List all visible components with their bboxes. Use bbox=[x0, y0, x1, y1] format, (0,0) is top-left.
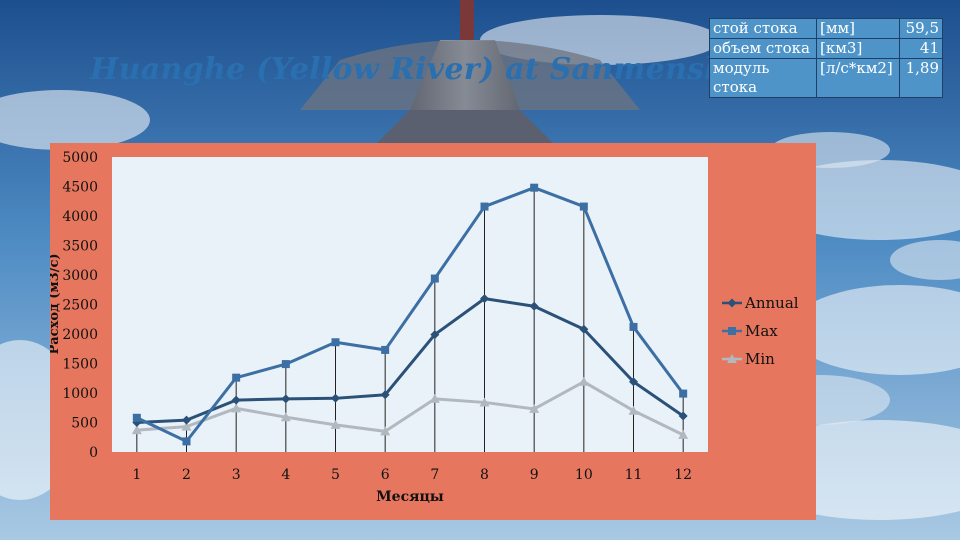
table-row: модуль стока [л/с*км2] 1,89 bbox=[709, 58, 943, 98]
data-point-min bbox=[280, 412, 291, 422]
x-tick-label: 11 bbox=[625, 467, 643, 483]
series-annual bbox=[132, 294, 688, 427]
table-cell: [мм] bbox=[816, 18, 900, 39]
data-point-min bbox=[231, 403, 242, 413]
y-tick-label: 3500 bbox=[62, 239, 98, 255]
y-tick-label: 0 bbox=[89, 445, 98, 461]
data-point-min bbox=[678, 429, 689, 439]
table-row: объем стока [км3] 41 bbox=[709, 38, 943, 59]
data-point-annual bbox=[629, 377, 638, 387]
data-point-annual bbox=[480, 294, 489, 304]
table-cell: стой стока bbox=[709, 18, 817, 39]
data-point-min bbox=[628, 405, 639, 415]
data-point-min bbox=[578, 376, 589, 386]
data-point-max bbox=[430, 274, 439, 283]
data-point-min bbox=[479, 397, 490, 407]
data-point-annual bbox=[281, 394, 291, 404]
table-cell: 1,89 bbox=[899, 58, 943, 98]
x-tick-label: 8 bbox=[480, 467, 489, 483]
data-point-max bbox=[182, 437, 191, 446]
data-point-annual bbox=[182, 415, 191, 425]
series-line-max bbox=[136, 186, 685, 443]
table-cell: [л/с*км2] bbox=[816, 58, 900, 98]
flow-stats-table: стой стока [мм] 59,5 объем стока [км3] 4… bbox=[709, 18, 943, 98]
data-point-min bbox=[181, 421, 192, 431]
y-tick-label: 3000 bbox=[62, 268, 98, 284]
table-cell: 41 bbox=[899, 38, 943, 59]
x-tick-label: 5 bbox=[331, 467, 340, 483]
legend-label: Max bbox=[745, 322, 778, 340]
data-point-min bbox=[131, 425, 142, 435]
x-tick-label: 10 bbox=[575, 467, 593, 483]
plot-area bbox=[112, 157, 708, 452]
legend-marker bbox=[727, 354, 737, 363]
data-point-max bbox=[579, 202, 588, 211]
data-point-max bbox=[381, 345, 390, 354]
legend-marker bbox=[728, 327, 736, 335]
x-tick-label: 9 bbox=[530, 467, 539, 483]
x-tick-label: 7 bbox=[430, 467, 439, 483]
table-cell: [км3] bbox=[816, 38, 900, 59]
series-min bbox=[131, 376, 689, 439]
series-line-min bbox=[136, 380, 684, 437]
data-point-max bbox=[232, 373, 241, 382]
data-point-max bbox=[480, 202, 489, 211]
discharge-line-chart: 0 500 1000 1500 2000 2500 3000 3500 4000 4500 5000… bbox=[50, 143, 816, 520]
y-tick-label: 500 bbox=[71, 416, 98, 432]
x-tick-label: 3 bbox=[232, 467, 241, 483]
y-axis-ticks: 0 500 1000 1500 2000 2500 3000 3500 4000 4500 5000 bbox=[62, 150, 98, 461]
y-tick-label: 1000 bbox=[62, 386, 98, 402]
data-point-max bbox=[530, 183, 539, 192]
x-tick-label: 4 bbox=[281, 467, 290, 483]
data-point-max bbox=[132, 413, 141, 422]
legend-label: Annual bbox=[744, 294, 799, 312]
x-tick-label: 1 bbox=[132, 467, 141, 483]
y-tick-label: 2500 bbox=[62, 298, 98, 314]
series-layer bbox=[131, 183, 689, 446]
data-point-min bbox=[429, 393, 440, 403]
data-point-annual bbox=[529, 301, 539, 311]
data-point-annual bbox=[678, 411, 688, 421]
table-cell: объем стока bbox=[709, 38, 817, 59]
data-point-max bbox=[331, 338, 340, 347]
x-axis-label: Месяцы bbox=[376, 489, 444, 505]
data-point-annual bbox=[331, 393, 340, 403]
legend-marker bbox=[727, 298, 737, 308]
data-point-max bbox=[281, 360, 290, 369]
y-tick-label: 4000 bbox=[62, 209, 98, 225]
legend-label: Min bbox=[745, 350, 775, 368]
table-row: стой стока [мм] 59,5 bbox=[709, 18, 943, 39]
data-point-annual bbox=[430, 330, 440, 340]
legend: Annual Max Min bbox=[722, 294, 799, 368]
series-max bbox=[132, 183, 688, 446]
slide-title: Huanghe (Yellow River) at Sanmensha bbox=[90, 52, 747, 87]
data-point-min bbox=[380, 426, 391, 436]
data-point-min bbox=[529, 403, 540, 413]
data-point-min bbox=[330, 419, 341, 429]
y-axis-label: Расход (м3/с) bbox=[50, 253, 62, 354]
table-cell: 59,5 bbox=[899, 18, 943, 39]
y-tick-label: 5000 bbox=[62, 150, 98, 166]
x-axis-ticks: 1 2 3 4 5 6 7 8 9 10 11 12 bbox=[132, 467, 692, 483]
y-tick-label: 2000 bbox=[62, 327, 98, 343]
x-tick-label: 6 bbox=[381, 467, 390, 483]
data-point-max bbox=[629, 322, 638, 331]
data-point-annual bbox=[380, 390, 390, 400]
data-point-annual bbox=[579, 324, 589, 334]
data-point-annual bbox=[231, 395, 241, 405]
x-tick-label: 2 bbox=[182, 467, 191, 483]
data-point-max bbox=[679, 389, 688, 398]
series-line-annual bbox=[136, 297, 685, 424]
table-cell: модуль стока bbox=[709, 58, 817, 98]
x-tick-label: 12 bbox=[674, 467, 692, 483]
y-tick-label: 1500 bbox=[62, 357, 98, 373]
y-tick-label: 4500 bbox=[62, 180, 98, 196]
